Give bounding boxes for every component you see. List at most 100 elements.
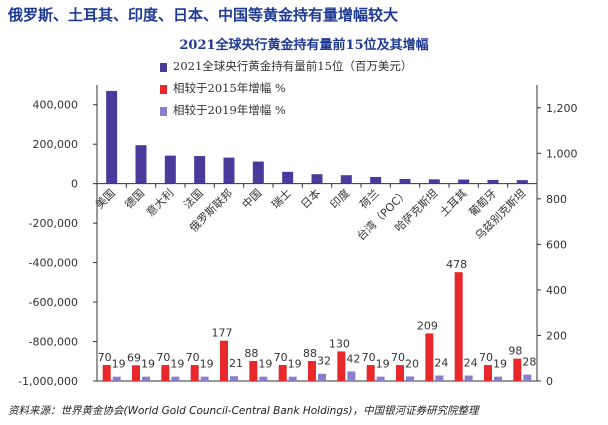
data-label-vs2015: 70 [186,351,200,364]
bar-vs2019 [523,374,532,381]
legend-item-holdings: 2021全球央行黄金持有量前15位（百万美元） [160,58,412,80]
right-axis-tick-label: 1,200 [546,102,578,115]
right-axis-tick-label: 200 [546,329,567,342]
data-label-vs2015: 177 [212,327,233,340]
left-axis-tick-label: 0 [71,178,78,191]
data-label-vs2015: 70 [98,351,112,364]
left-axis-tick-label: 400,000 [33,99,79,112]
data-label-vs2015: 209 [417,319,438,332]
bar-holdings [487,179,499,184]
bar-vs2019 [347,371,356,381]
data-label-vs2019: 19 [170,358,184,371]
bar-holdings [516,180,528,184]
bar-vs2019 [171,376,180,381]
main-title: 俄罗斯、土耳其、印度、日本、中国等黄金持有量增幅较大 [8,6,399,24]
legend-item-vs2019: 相较于2019年增幅 % [160,102,412,124]
data-label-vs2019: 19 [258,358,272,371]
data-label-vs2019: 19 [112,358,126,371]
legend-swatch-vs2019 [160,106,167,116]
right-axis-tick-label: 1,000 [546,147,578,160]
bar-vs2019 [200,376,209,381]
data-label-vs2019: 19 [376,358,390,371]
bar-holdings [282,171,294,184]
data-label-vs2015: 70 [391,351,405,364]
bar-holdings [311,174,323,184]
data-label-vs2019: 19 [141,358,155,371]
data-label-vs2015: 70 [274,351,288,364]
bar-vs2019 [288,376,297,381]
data-label-vs2019: 24 [434,357,448,370]
legend-label-holdings: 2021全球央行黄金持有量前15位（百万美元） [173,59,413,73]
chart-title: 2021全球央行黄金持有量前15位及其增幅 [179,38,429,53]
bar-holdings [194,156,206,184]
data-label-vs2015: 98 [508,345,522,358]
x-axis-category-label: 意大利 [143,186,176,219]
legend-swatch-holdings [160,62,167,72]
x-axis-category-label: 瑞士 [268,186,293,211]
bar-vs2019 [259,376,268,381]
data-label-vs2019: 19 [200,358,214,371]
bar-vs2019 [464,375,473,381]
left-axis-tick-label: -800,000 [29,336,78,349]
bar-vs2015 [425,333,434,381]
data-label-vs2019: 42 [346,352,360,365]
bar-vs2019 [435,375,444,381]
bar-vs2015 [278,365,287,381]
data-label-vs2019: 28 [522,356,536,369]
bar-holdings [252,161,264,184]
bar-vs2019 [318,373,326,381]
bar-vs2019 [142,376,150,381]
right-axis-tick-label: 800 [546,193,567,206]
bar-vs2019 [112,376,121,381]
bar-holdings [370,176,382,184]
left-axis-tick-label: -400,000 [29,257,78,270]
legend-item-vs2015: 相较于2015年增幅 % [160,80,412,102]
x-axis-category-label: 德国 [122,186,147,211]
data-label-vs2015: 478 [446,258,467,271]
x-axis-category-label: 荷兰 [357,187,382,212]
legend-label-vs2015: 相较于2015年增幅 % [173,81,286,95]
bar-vs2015 [102,365,111,381]
bar-vs2015 [513,358,522,381]
data-label-vs2015: 130 [329,337,350,350]
bar-holdings [399,178,411,184]
left-axis-tick-label: 200,000 [33,138,79,151]
bar-vs2015 [132,365,140,381]
right-axis-tick-label: 600 [546,238,567,251]
bar-vs2015 [308,360,316,381]
bar-holdings [340,175,352,184]
bar-holdings [135,145,147,184]
data-label-vs2019: 21 [229,357,243,370]
left-axis-tick-label: -1,000,000 [18,375,78,388]
bar-vs2015 [366,365,375,381]
bar-holdings [164,155,176,184]
data-label-vs2019: 32 [317,355,331,368]
bar-vs2015 [396,365,404,381]
legend-swatch-vs2015 [160,84,167,94]
x-axis-category-label: 土耳其 [437,187,470,220]
bar-vs2015 [161,365,170,381]
data-label-vs2015: 70 [156,351,170,364]
bar-vs2015 [190,365,199,381]
bar-vs2015 [249,360,258,381]
bar-vs2015 [454,272,463,381]
data-label-vs2015: 70 [479,351,493,364]
x-axis-category-label: 印度 [327,186,352,211]
data-label-vs2019: 19 [493,358,507,371]
data-label-vs2019: 19 [288,358,302,371]
data-label-vs2015: 69 [127,351,141,364]
left-axis-tick-label: -600,000 [29,296,78,309]
right-axis-tick-label: 400 [546,284,567,297]
data-label-vs2015: 88 [244,347,258,360]
x-axis-category-label: 日本 [298,186,323,211]
bar-vs2019 [406,376,414,381]
bar-vs2015 [484,365,492,381]
source-note: 资料来源：世界黄金协会(World Gold Council-Central B… [8,405,479,417]
bar-holdings [223,157,235,184]
bar-holdings [428,179,440,184]
bar-holdings [458,179,470,184]
left-axis-tick-label: -200,000 [29,217,78,230]
bar-vs2019 [230,376,238,381]
chart-legend: 2021全球央行黄金持有量前15位（百万美元） 相较于2015年增幅 % 相较于… [160,58,412,124]
